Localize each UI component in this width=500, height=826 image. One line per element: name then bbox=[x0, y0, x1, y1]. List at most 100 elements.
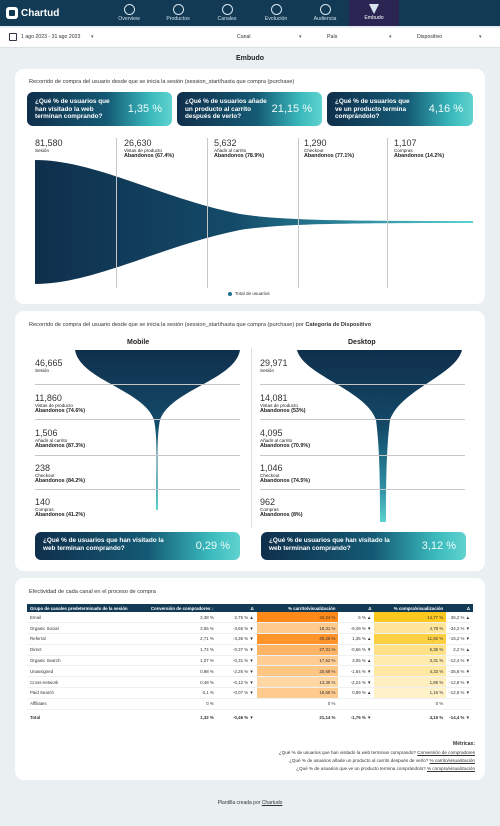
globe-icon bbox=[123, 4, 135, 15]
kpi-value: 1,35 % bbox=[127, 103, 162, 115]
brand-logo[interactable]: Chartud bbox=[6, 6, 59, 20]
chevron-down-icon[interactable]: ▾ bbox=[479, 34, 482, 40]
channel-name-cell: Cross-network bbox=[27, 676, 147, 689]
kpi-value: 3,12 % bbox=[421, 540, 456, 552]
channel-name-cell: Unassigned bbox=[27, 665, 147, 678]
stage-divider bbox=[207, 138, 208, 288]
conv-cell: 2,71 % bbox=[146, 633, 217, 645]
total-d1-cell: -0,46 % ▼ bbox=[216, 708, 257, 726]
table-row[interactable]: Direct 1,74 % -0,37 % ▼ 27,31 % -0,66 % ▼ 6,3… bbox=[27, 644, 473, 656]
d2-cell bbox=[338, 698, 375, 710]
stage-divider bbox=[260, 489, 465, 490]
pais-filter[interactable]: País bbox=[327, 34, 338, 40]
date-range-picker[interactable]: 1 ago 2023 - 31 ago 2023 bbox=[21, 34, 81, 40]
col-header-delta[interactable]: Δ bbox=[216, 604, 257, 612]
col-header-purchase-rate[interactable]: % compra/visualización bbox=[374, 604, 447, 612]
calendar-icon bbox=[9, 33, 17, 41]
d3-cell: -12,6 % ▼ bbox=[446, 687, 473, 699]
device-title-mobile: Mobile bbox=[127, 339, 150, 346]
d2-cell: -9,49 % ▼ bbox=[338, 622, 375, 635]
d3-cell: 2,2 % ▲ bbox=[446, 644, 473, 656]
nav-tab-evolucion[interactable]: Evolución bbox=[251, 0, 301, 26]
chevron-down-icon[interactable]: ▾ bbox=[91, 34, 94, 40]
table-row[interactable]: Referral 2,71 % -3,36 % ▼ 40,25 % 1,35 % ▲ 11… bbox=[27, 633, 473, 645]
stage-divider bbox=[35, 384, 240, 385]
chevron-down-icon[interactable]: ▾ bbox=[389, 34, 392, 40]
channel-table-title: Efectividad de cada canal en el proceso … bbox=[29, 589, 156, 595]
nav-tab-canales[interactable]: Canales bbox=[202, 0, 252, 26]
conv-cell: 0,98 % bbox=[146, 665, 217, 678]
nav-tab-productos[interactable]: Productos bbox=[153, 0, 203, 26]
buy-cell: 0 % bbox=[374, 698, 447, 710]
satellite-icon bbox=[221, 4, 233, 15]
buy-cell: 6,36 % bbox=[374, 644, 447, 656]
d2-cell: -1,64 % ▼ bbox=[338, 665, 375, 678]
col-header-cart-rate[interactable]: % carrito/visualización bbox=[256, 604, 339, 612]
buy-cell: 14,77 % bbox=[374, 612, 447, 624]
conv-cell: 3,65 % bbox=[146, 622, 217, 635]
col-header-conversion[interactable]: Conversión de compradores ↓ bbox=[146, 604, 217, 612]
stage-divider bbox=[35, 419, 240, 420]
table-row[interactable]: Email 3,38 % 2,75 % ▲ 44,24 % 5 % ▲ 14,77 % 36… bbox=[27, 612, 473, 624]
d3-cell bbox=[446, 698, 473, 710]
table-row[interactable]: Organic Social 3,65 % -3,65 % ▼ 18,31 % -9,4… bbox=[27, 622, 473, 635]
kpi-card-view-to-purchase-rate: ¿Qué % de usuarios que ve un producto te… bbox=[327, 92, 473, 126]
nav-tab-embudo[interactable]: Embudo bbox=[349, 0, 399, 26]
target-icon bbox=[319, 4, 331, 15]
channel-name-cell: Organic Social bbox=[27, 622, 147, 635]
stage-divider bbox=[298, 138, 299, 288]
chartud-logo-icon bbox=[6, 7, 18, 19]
total-buy-cell: 4,15 % bbox=[374, 708, 447, 726]
d2-cell: -2,24 % ▼ bbox=[338, 676, 375, 689]
desktop-stage-session: 29,971 Sesión bbox=[260, 358, 288, 373]
cart-cell: 18,65 % bbox=[256, 687, 339, 699]
col-header-delta[interactable]: Δ bbox=[446, 604, 473, 612]
table-row[interactable]: Cross-network 0,48 % -0,12 % ▼ 13,35 % -2,24… bbox=[27, 676, 473, 689]
d3-cell: 36,2 % ▲ bbox=[446, 612, 473, 624]
total-d2-cell: -1,75 % ▼ bbox=[338, 708, 375, 726]
buy-cell: 11,92 % bbox=[374, 633, 447, 645]
kpi-value: 4,16 % bbox=[428, 103, 463, 115]
table-row[interactable]: Affiliates 0 % 0 % 0 % bbox=[27, 698, 473, 710]
canal-filter[interactable]: Canal bbox=[237, 34, 251, 40]
col-header-channel[interactable]: Grupo de canales predeterminado de la se… bbox=[27, 604, 147, 612]
channel-name-cell: Direct bbox=[27, 644, 147, 656]
channel-name-cell: Affiliates bbox=[27, 698, 147, 710]
device-divider bbox=[251, 348, 252, 528]
buy-cell: 4,33 % bbox=[374, 665, 447, 678]
d3-cell: -12,4 % ▼ bbox=[446, 655, 473, 667]
d1-cell: -0,31 % ▼ bbox=[216, 655, 257, 667]
nav-tab-audiencia[interactable]: Audiencia bbox=[300, 0, 350, 26]
d1-cell: -3,36 % ▼ bbox=[216, 633, 257, 645]
chevron-down-icon[interactable]: ▾ bbox=[299, 34, 302, 40]
footer-link[interactable]: Chartudo bbox=[261, 800, 283, 806]
top-navigation-bar: Chartud Overview Productos Canales Evolu… bbox=[0, 0, 500, 26]
conv-cell: 0 % bbox=[146, 698, 217, 710]
cart-cell: 18,31 % bbox=[256, 622, 339, 635]
kpi-question: ¿Qué % de usuarios que ve un producto te… bbox=[335, 98, 410, 121]
stage-divider bbox=[260, 384, 465, 385]
table-row[interactable]: Organic Search 1,07 % -0,31 % ▼ 17,62 % 3,05… bbox=[27, 655, 473, 667]
nav-tab-overview[interactable]: Overview bbox=[104, 0, 154, 26]
d2-cell: 0,89 % ▲ bbox=[338, 687, 375, 699]
d1-cell: 2,75 % ▲ bbox=[216, 612, 257, 624]
table-row[interactable]: Paid Search 0,1 % -0,07 % ▼ 18,65 % 0,89 % ▲… bbox=[27, 687, 473, 699]
metrics-legend-item: ¿Qué % de usuarios añade un producto al … bbox=[289, 758, 475, 763]
d3-cell: -34,2 % ▼ bbox=[446, 622, 473, 635]
conv-cell: 0,48 % bbox=[146, 676, 217, 689]
buy-cell: 1,86 % bbox=[374, 676, 447, 689]
col-header-delta[interactable]: Δ bbox=[338, 604, 375, 612]
kpi-card-desktop-purchase-rate: ¿Qué % de usuarios que han visitado la w… bbox=[261, 532, 466, 560]
d1-cell bbox=[216, 698, 257, 710]
stage-divider bbox=[260, 419, 465, 420]
page-title: Embudo bbox=[236, 55, 264, 62]
d1-cell: -2,26 % ▼ bbox=[216, 665, 257, 678]
legend-dot-icon bbox=[228, 291, 232, 296]
dispositivo-filter[interactable]: Dispositivo bbox=[417, 34, 443, 40]
table-row[interactable]: Unassigned 0,98 % -2,26 % ▼ 20,69 % -1,64 % … bbox=[27, 665, 473, 678]
d2-cell: 1,35 % ▲ bbox=[338, 633, 375, 645]
channel-effectiveness-table: Grupo de canales predeterminado de la se… bbox=[27, 604, 473, 726]
stage-divider bbox=[35, 489, 240, 490]
